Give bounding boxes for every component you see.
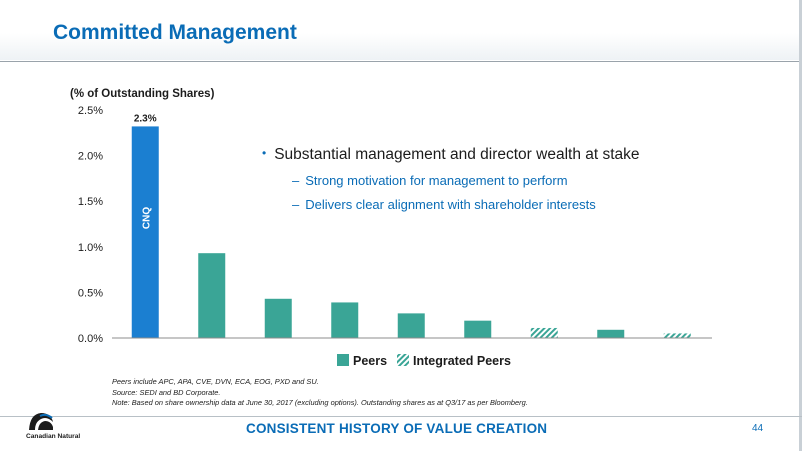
- bullet-sub-text: Delivers clear alignment with shareholde…: [305, 197, 596, 212]
- bar-peer: [198, 253, 226, 338]
- bar-peer: [397, 313, 425, 338]
- footnote-source: Source: SEDI and BD Corporate.: [112, 387, 221, 397]
- dash-icon: –: [292, 197, 300, 212]
- company-logo: Canadian Natural: [26, 410, 106, 446]
- bullet-sub-text: Strong motivation for management to perf…: [305, 173, 568, 188]
- bar-peer: [597, 329, 625, 338]
- bullet-dot-icon: •: [262, 146, 267, 160]
- bar-integrated-peer: [663, 333, 691, 338]
- bar-series: 2.3% CNQ: [131, 113, 691, 338]
- bar-integrated-peer: [530, 327, 558, 338]
- footer-divider: [0, 416, 802, 417]
- bar-peer: [264, 298, 292, 338]
- bullet-list: • Substantial management and director wea…: [262, 146, 640, 212]
- logo-text: Canadian Natural: [26, 433, 81, 440]
- y-tick-label: 2.0%: [78, 151, 103, 163]
- bar-inner-label: CNQ: [141, 207, 152, 229]
- bar-data-label: 2.3%: [134, 113, 157, 124]
- logo-icon: [29, 413, 53, 430]
- dash-icon: –: [292, 173, 300, 188]
- y-tick-label: 0.0%: [78, 333, 103, 345]
- y-tick-label: 1.0%: [78, 242, 103, 254]
- bar-cnq: [131, 126, 159, 338]
- slide-right-border: [799, 0, 802, 451]
- page-number: 44: [752, 423, 764, 434]
- y-tick-label: 0.5%: [78, 287, 103, 299]
- bullet-sub: – Delivers clear alignment with sharehold…: [292, 197, 640, 212]
- legend-label: Integrated Peers: [413, 354, 511, 368]
- bar-peer: [331, 302, 359, 338]
- legend-swatch-integrated-peers: [397, 354, 409, 366]
- slide-title: Committed Management: [53, 21, 297, 44]
- bullet-sub: – Strong motivation for management to per…: [292, 173, 640, 188]
- bullet-main-text: Substantial management and director weal…: [274, 146, 640, 163]
- title-divider: [0, 61, 802, 62]
- y-axis-title: (% of Outstanding Shares): [70, 88, 215, 100]
- footer-tagline: CONSISTENT HISTORY OF VALUE CREATION: [246, 421, 548, 436]
- title-band: [0, 0, 802, 60]
- y-tick-label: 1.5%: [78, 196, 103, 208]
- bullet-main: • Substantial management and director wea…: [262, 146, 640, 164]
- legend-label: Peers: [353, 354, 387, 368]
- footnote-note: Note: Based on share ownership data at J…: [112, 398, 528, 407]
- y-axis: 0.0% 0.5% 1.0% 1.5% 2.0% 2.5%: [78, 105, 103, 345]
- legend-swatch-peers: [337, 354, 349, 366]
- chart-legend: Peers Integrated Peers: [337, 354, 511, 368]
- footnote-peers: Peers include APC, APA, CVE, DVN, ECA, E…: [112, 377, 319, 386]
- y-tick-label: 2.5%: [78, 105, 103, 117]
- footnotes: Peers include APC, APA, CVE, DVN, ECA, E…: [112, 377, 528, 409]
- bar-peer: [464, 320, 492, 338]
